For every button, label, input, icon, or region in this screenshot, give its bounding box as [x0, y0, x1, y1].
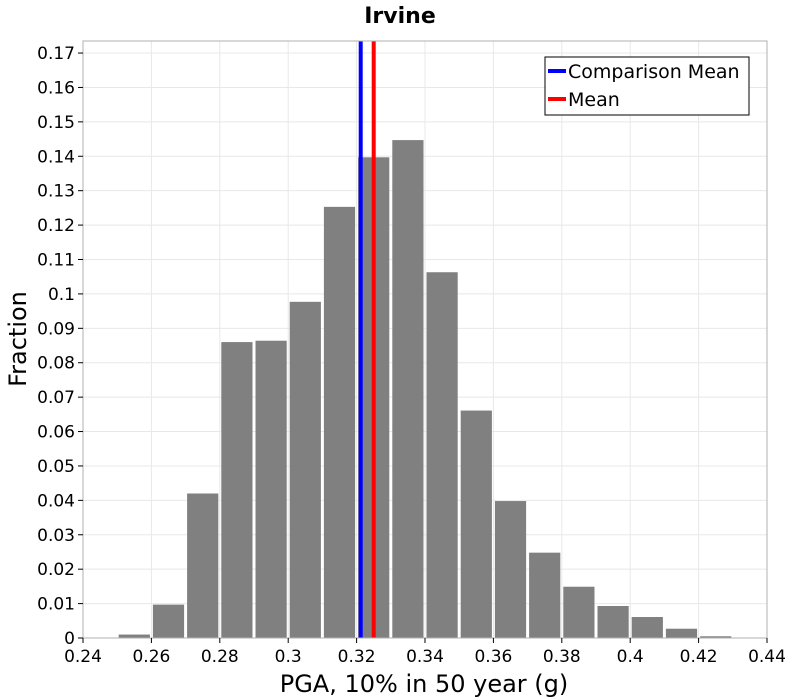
x-axis-label: PGA, 10% in 50 year (g) [280, 670, 569, 698]
histogram-bar [323, 206, 356, 638]
chart-title: Irvine [364, 4, 436, 29]
legend: Comparison Mean Mean [544, 56, 750, 116]
histogram-bar [529, 552, 561, 638]
histogram-bar [187, 493, 219, 638]
y-tick-label: 0.15 [37, 113, 75, 133]
y-tick-label: 0 [64, 629, 75, 649]
histogram-bar [665, 628, 698, 638]
x-tick-label: 0.26 [132, 647, 170, 667]
y-tick-label: 0.13 [37, 182, 75, 202]
x-tick-label: 0.4 [617, 647, 644, 667]
histogram-bar [494, 501, 527, 638]
grid [82, 41, 768, 639]
histogram-bar [563, 586, 595, 638]
bars [118, 140, 732, 639]
histogram-bar [392, 140, 424, 638]
histogram-bar [255, 340, 287, 638]
y-tick-label: 0.14 [37, 147, 75, 167]
mean-lines [358, 41, 376, 638]
histogram-bar [700, 636, 732, 638]
y-tick-label: 0.08 [37, 354, 75, 374]
legend-label: Mean [568, 89, 620, 111]
x-tick-label: 0.32 [338, 647, 376, 667]
y-tick-label: 0.17 [37, 44, 75, 64]
y-tick-label: 0.03 [37, 526, 75, 546]
y-tick-label: 0.04 [37, 491, 75, 511]
x-tick-label: 0.3 [275, 647, 302, 667]
y-tick-label: 0.07 [37, 388, 75, 408]
histogram-bar [289, 301, 321, 638]
x-tick-label: 0.34 [406, 647, 444, 667]
y-tick-label: 0.12 [37, 216, 75, 236]
y-tick-label: 0.05 [37, 457, 75, 477]
x-tick-label: 0.24 [64, 647, 102, 667]
histogram-bar [426, 272, 458, 638]
histogram-bar [152, 604, 185, 638]
y-tick-label: 0.09 [37, 319, 75, 339]
histogram-bar [460, 410, 492, 638]
x-axis-ticks: 0.24 0.26 0.28 0.3 0.32 0.34 0.36 0.38 0.4 0.42 0.… [64, 638, 786, 667]
histogram-bar [118, 634, 150, 638]
legend-label: Comparison Mean [568, 61, 740, 83]
y-tick-label: 0.06 [37, 423, 75, 443]
y-tick-label: 0.02 [37, 560, 75, 580]
y-axis-ticks: 0 0.01 0.02 0.03 0.04 0.05 0.06 0.07 0.08 0.09 0.1… [37, 44, 83, 649]
histogram-bar [597, 605, 629, 638]
x-tick-label: 0.38 [543, 647, 581, 667]
y-tick-label: 0.11 [37, 250, 75, 270]
x-tick-label: 0.36 [474, 647, 512, 667]
y-tick-label: 0.1 [48, 285, 75, 305]
x-tick-label: 0.28 [201, 647, 239, 667]
y-tick-label: 0.16 [37, 78, 75, 98]
histogram-bar [221, 342, 253, 638]
histogram-bar [631, 617, 663, 638]
x-tick-label: 0.42 [680, 647, 718, 667]
x-tick-label: 0.44 [748, 647, 786, 667]
y-axis-label: Fraction [4, 291, 32, 387]
y-tick-label: 0.01 [37, 595, 75, 615]
legend-box [544, 56, 750, 116]
